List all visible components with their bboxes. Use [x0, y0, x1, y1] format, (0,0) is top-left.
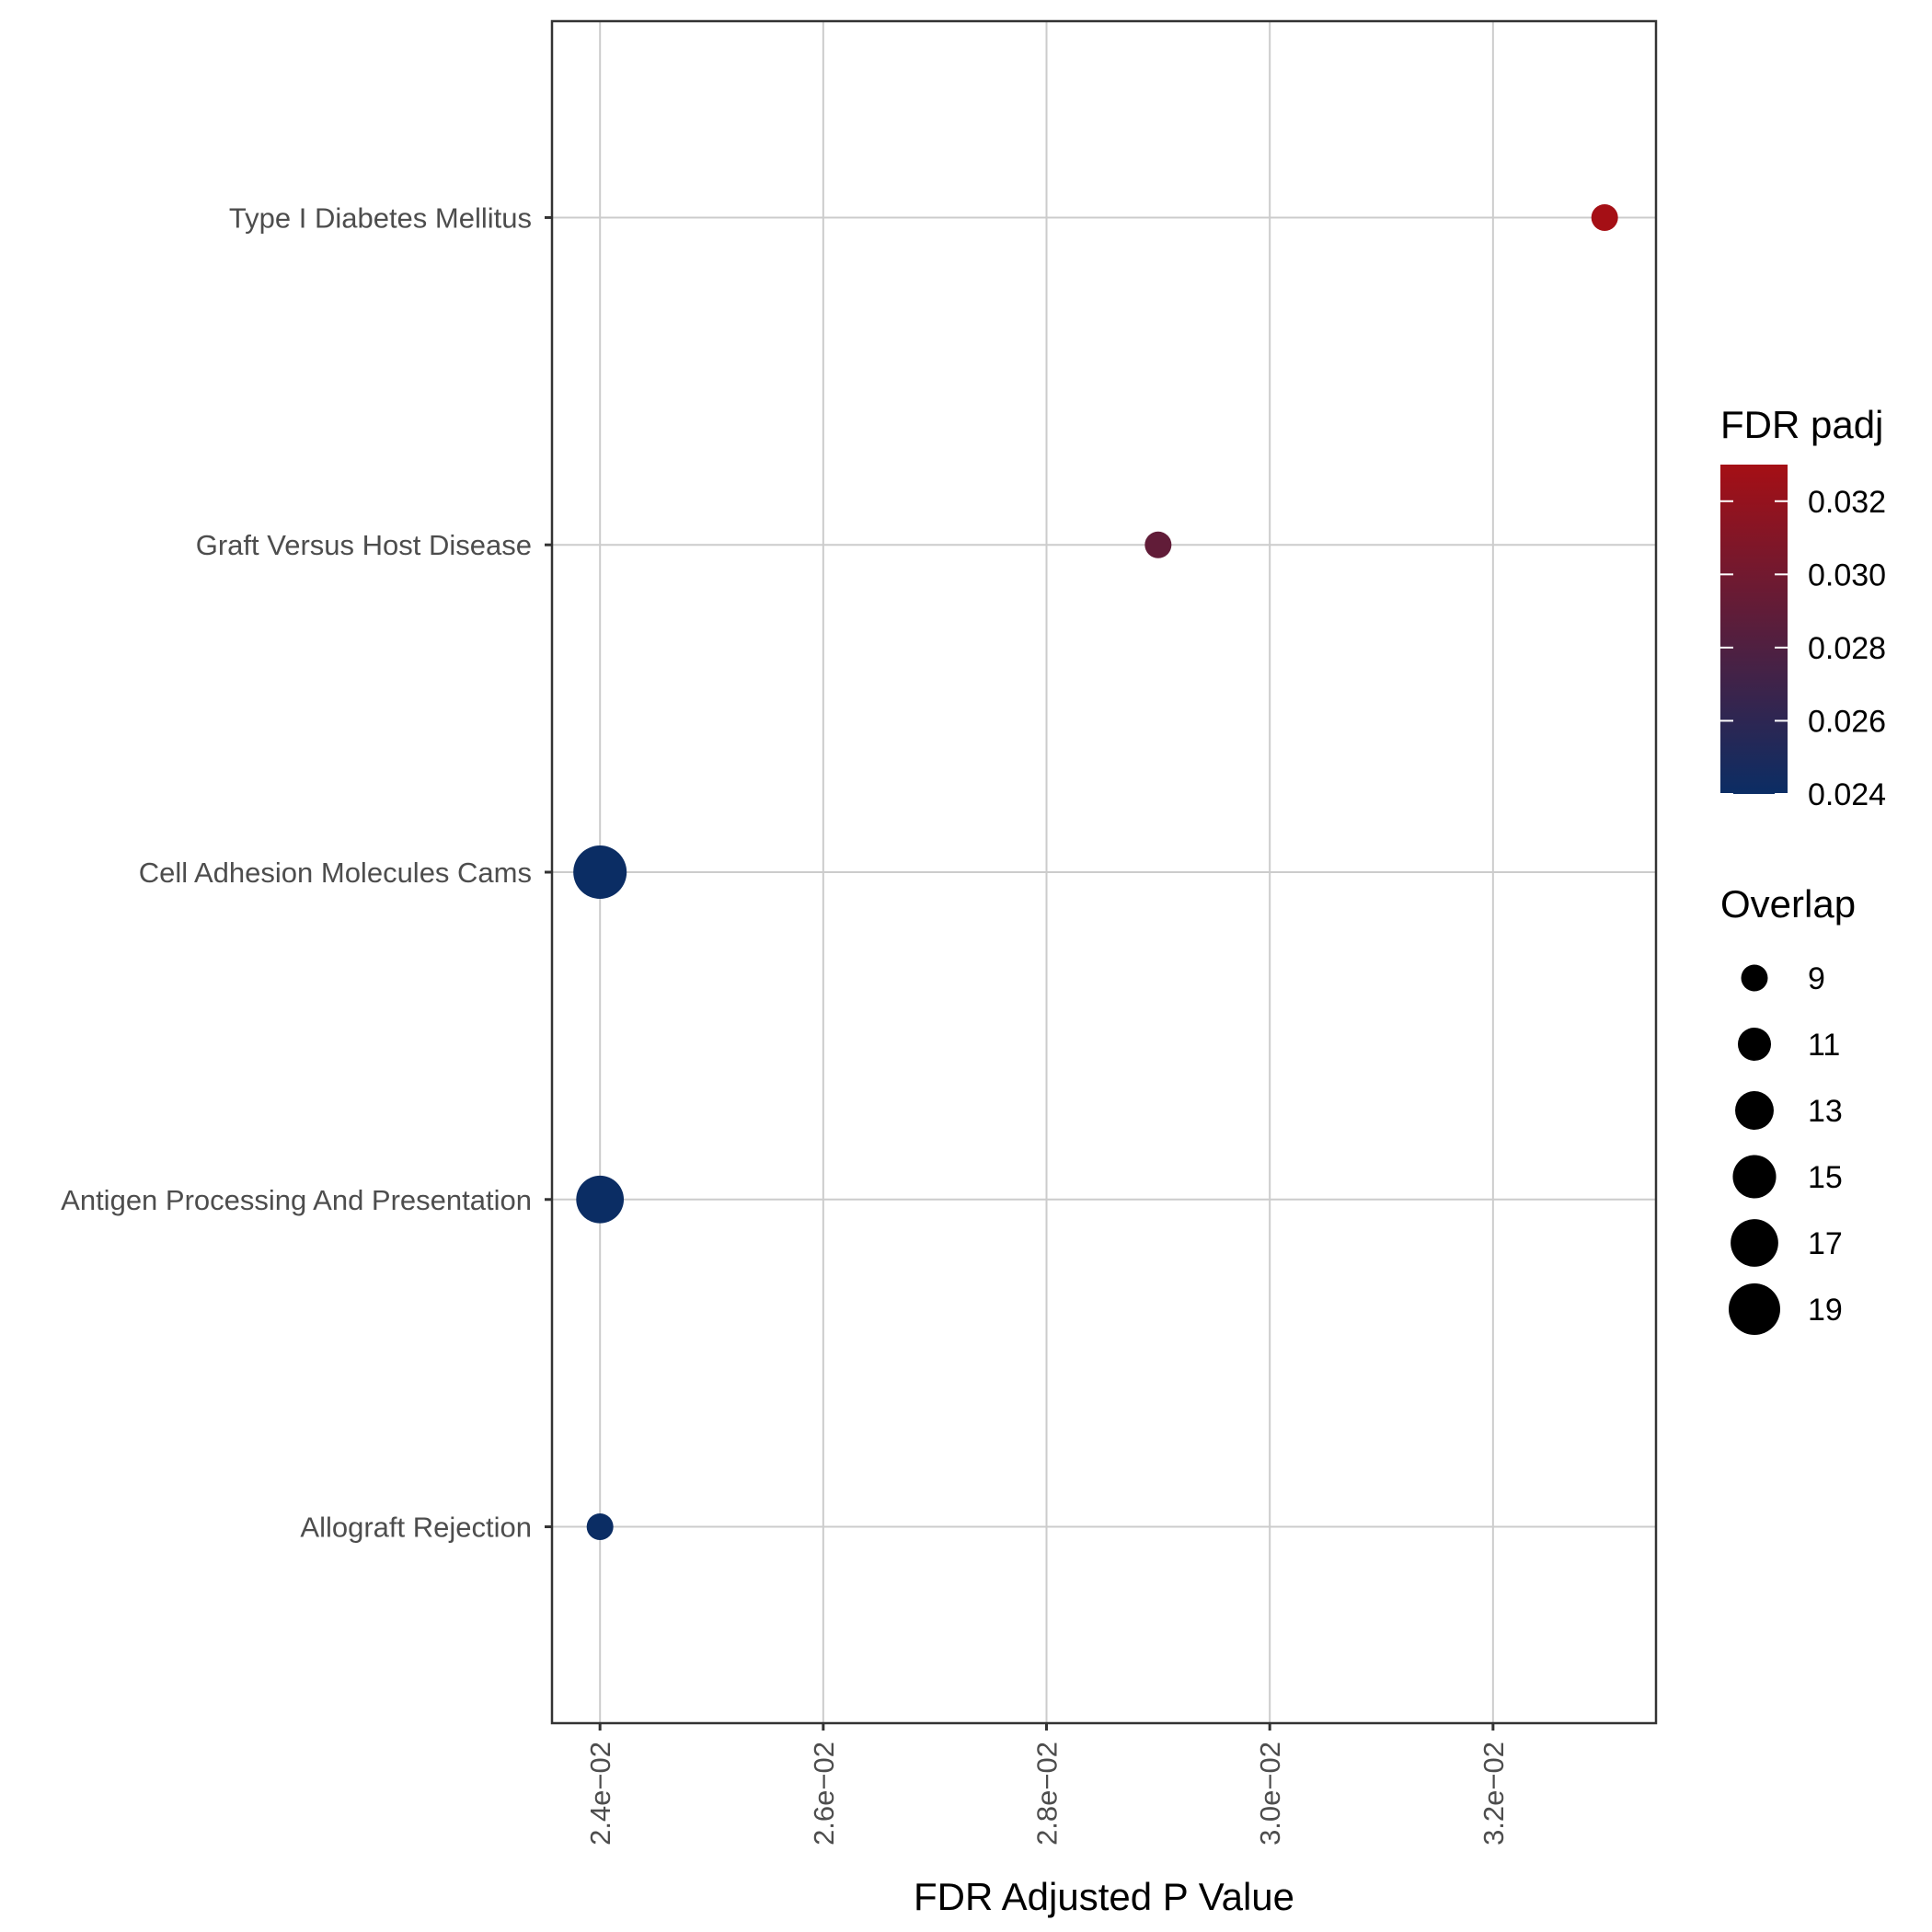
size-legend-label: 11 — [1808, 1028, 1840, 1063]
size-legend-dot — [1732, 1155, 1777, 1199]
size-legend-dot — [1737, 1027, 1772, 1062]
y-tick-label: Graft Versus Host Disease — [196, 529, 532, 561]
size-legend-label: 17 — [1808, 1226, 1843, 1261]
data-point — [576, 1175, 625, 1224]
color-legend-label: 0.026 — [1808, 704, 1886, 739]
size-legend-label: 13 — [1808, 1094, 1843, 1129]
data-point — [573, 845, 627, 899]
color-legend-title: FDR padj — [1720, 403, 1883, 446]
size-legend-dot — [1735, 1091, 1774, 1130]
size-legend-title: Overlap — [1720, 882, 1856, 926]
data-point — [586, 1513, 614, 1541]
size-legend-dot — [1741, 964, 1768, 992]
size-legend-entries: 9 11 13 15 17 19 — [1729, 961, 1843, 1335]
color-legend-bar — [1720, 465, 1788, 794]
x-tick-label: 2.8e−02 — [1031, 1742, 1064, 1846]
data-point — [1144, 531, 1172, 558]
data-points — [573, 203, 1618, 1541]
data-point — [1591, 203, 1618, 231]
size-legend: Overlap 9 11 13 15 17 19 — [1720, 882, 1856, 1335]
y-tick-label: Allograft Rejection — [300, 1512, 532, 1544]
color-legend: FDR padj 0.024 0.026 0.028 0.030 0.032 — [1720, 403, 1886, 812]
y-tick-label: Antigen Processing And Presentation — [61, 1184, 532, 1216]
grid-lines — [552, 21, 1656, 1723]
size-legend-dot — [1729, 1283, 1780, 1335]
x-tick-label: 2.4e−02 — [584, 1742, 616, 1846]
color-legend-label: 0.030 — [1808, 558, 1886, 592]
color-legend-ticks: 0.024 0.026 0.028 0.030 0.032 — [1720, 485, 1886, 812]
x-tick-label: 3.2e−02 — [1478, 1742, 1510, 1846]
y-tick-label: Type I Diabetes Mellitus — [229, 201, 532, 234]
x-tick-label: 3.0e−02 — [1254, 1742, 1286, 1846]
color-legend-label: 0.032 — [1808, 485, 1886, 520]
size-legend-label: 9 — [1808, 961, 1825, 996]
color-legend-label: 0.028 — [1808, 631, 1886, 666]
size-legend-label: 15 — [1808, 1160, 1843, 1195]
size-legend-dot — [1731, 1219, 1778, 1267]
x-axis-title: FDR Adjusted P Value — [914, 1875, 1294, 1918]
y-axis: Allograft Rejection Antigen Processing An… — [61, 201, 552, 1544]
color-legend-label: 0.024 — [1808, 777, 1886, 812]
x-axis: 2.4e−02 2.6e−02 2.8e−02 3.0e−02 3.2e−02 — [584, 1723, 1510, 1846]
size-legend-label: 19 — [1808, 1293, 1843, 1328]
x-tick-label: 2.6e−02 — [808, 1742, 840, 1846]
y-tick-label: Cell Adhesion Molecules Cams — [139, 857, 532, 889]
